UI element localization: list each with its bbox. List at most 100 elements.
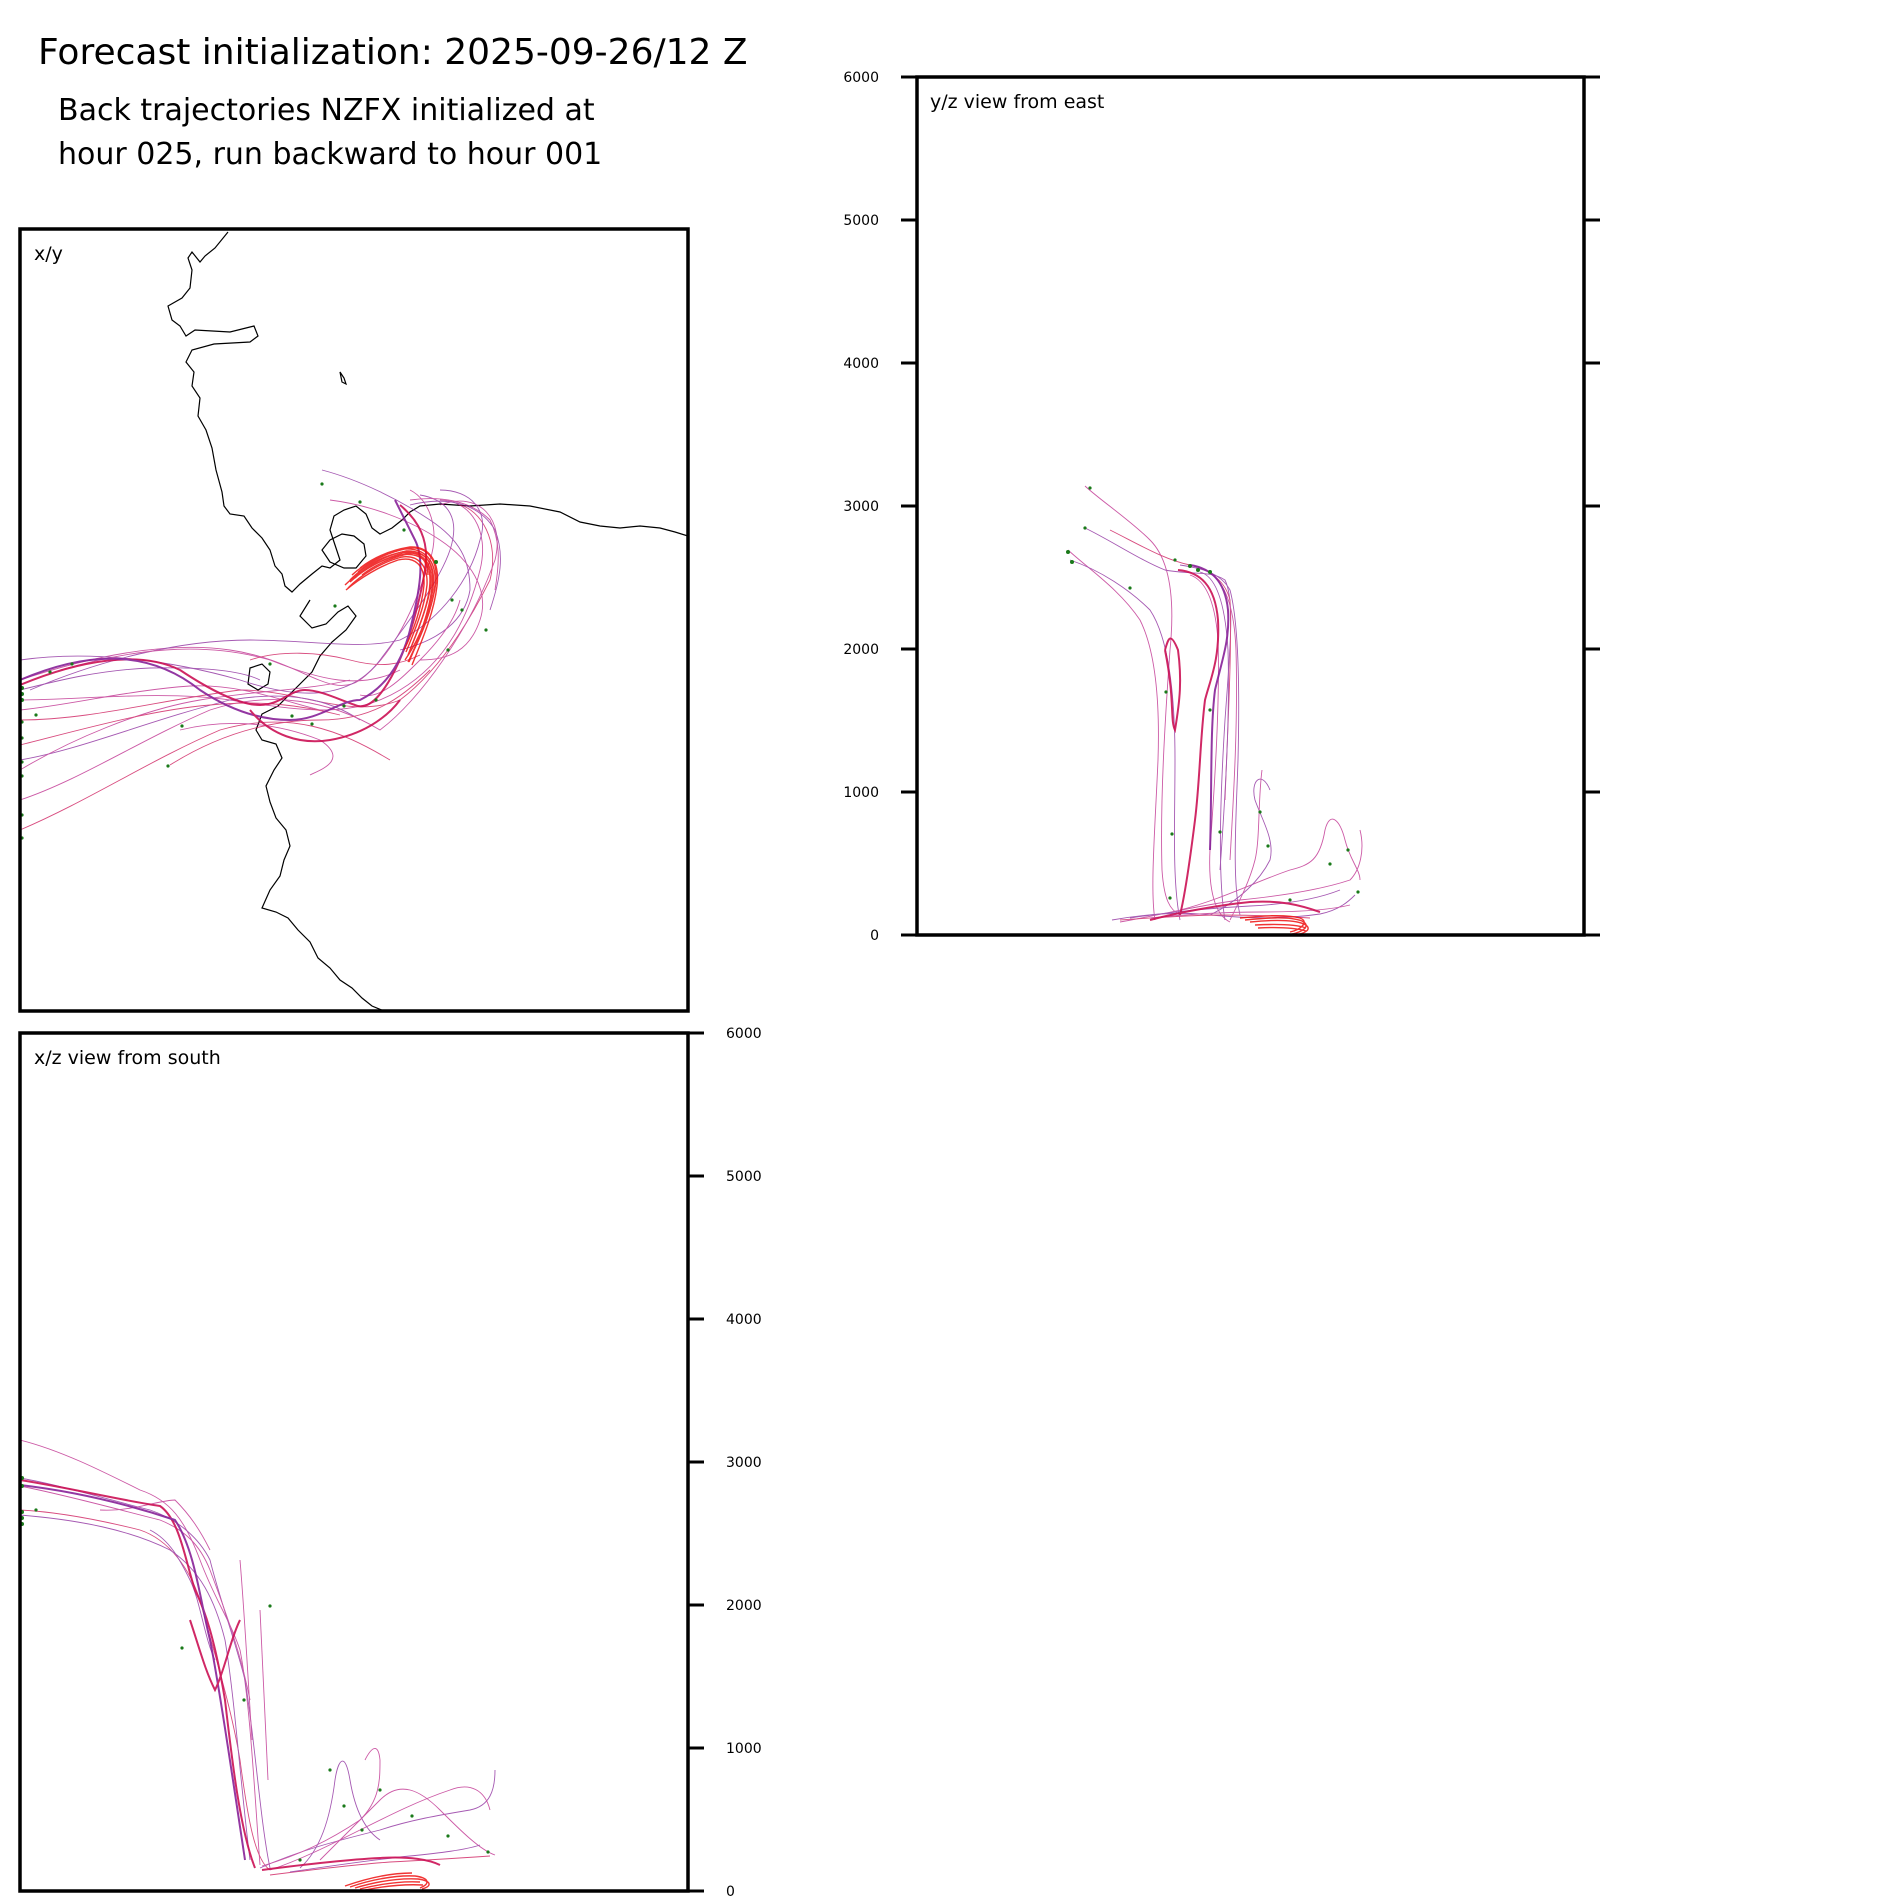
yz-traj-line	[1249, 919, 1309, 935]
yz-panel-frame	[915, 75, 1586, 937]
altitude-tick-label: 4000	[843, 356, 879, 372]
yz-traj-line	[1179, 564, 1241, 916]
yz-traj-line	[1244, 917, 1307, 935]
yz-traj-line	[1129, 889, 1341, 919]
start-point-marker	[1208, 570, 1212, 574]
start-point-marker	[460, 608, 464, 612]
start-point-marker	[486, 1850, 490, 1854]
start-point-marker	[166, 764, 170, 768]
altitude-tick-label: 3000	[843, 499, 879, 515]
yz-traj-line	[1209, 778, 1272, 916]
xy-traj-line	[59, 648, 401, 682]
xy-traj-line	[20, 702, 341, 746]
xy-trajectory-bundle-crimson	[20, 499, 428, 743]
xz-panel-frame	[18, 1031, 690, 1893]
altitude-tick-label: 0	[870, 928, 879, 944]
yz-traj-line	[1229, 769, 1263, 921]
xy-traj-line	[329, 499, 484, 661]
start-point-marker	[410, 1814, 414, 1818]
xz-traj-line	[149, 1529, 216, 1661]
xy-traj-line	[20, 499, 484, 711]
start-point-marker	[1208, 708, 1212, 712]
start-point-marker	[298, 1858, 302, 1862]
start-point-marker	[268, 1604, 272, 1608]
start-point-marker	[342, 1804, 346, 1808]
xz-traj-line	[20, 1514, 251, 1861]
xz-start-points	[20, 1476, 490, 1862]
xz-traj-line	[20, 1477, 271, 1869]
xy-traj-line	[354, 550, 435, 661]
start-point-marker	[1266, 844, 1270, 848]
xy-traj-line	[249, 699, 401, 743]
xy-traj-line	[20, 721, 391, 831]
start-point-marker	[1083, 526, 1087, 530]
xy-traj-line	[361, 552, 434, 663]
yz-panel-label: y/z view from east	[930, 91, 1104, 113]
xz-traj-line	[20, 1479, 256, 1869]
xz-traj-line	[319, 1788, 496, 1861]
start-point-marker	[1188, 564, 1192, 568]
start-point-marker	[1218, 830, 1222, 834]
xz-traj-line	[259, 1609, 269, 1781]
figure-title: Forecast initialization: 2025-09-26/12 Z	[38, 32, 748, 73]
start-point-marker	[70, 662, 74, 666]
xz-traj-line	[364, 1884, 424, 1891]
start-point-marker	[34, 1508, 38, 1512]
start-point-marker	[1356, 890, 1360, 894]
coastline-southern-peninsula	[255, 599, 385, 1011]
coastline-west-coast	[167, 231, 688, 593]
xz-traj-line	[289, 1844, 481, 1873]
yz-trajectory-bundle-crimson	[1149, 564, 1321, 921]
altitude-tick-label: 6000	[726, 1026, 762, 1042]
coastline-bay-inlet	[247, 663, 271, 691]
xz-traj-line	[99, 1499, 211, 1551]
xy-trajectory-bundle-red	[344, 546, 439, 666]
yz-traj-line	[1149, 900, 1321, 921]
start-point-marker	[1070, 560, 1074, 564]
altitude-tick-label: 6000	[843, 70, 879, 86]
altitude-tick-label: 2000	[726, 1598, 762, 1614]
start-point-marker	[290, 714, 294, 718]
start-point-marker	[333, 604, 337, 608]
start-point-marker	[1168, 896, 1172, 900]
xy-traj-line	[347, 556, 428, 653]
start-point-marker	[268, 662, 272, 666]
yz-traj-line	[1177, 569, 1220, 916]
altitude-tick-label: 0	[726, 1884, 735, 1900]
coastline-islet	[339, 371, 348, 386]
start-point-marker	[1328, 862, 1332, 866]
altitude-tick-label: 3000	[726, 1455, 762, 1471]
start-point-marker	[180, 724, 184, 728]
start-point-marker	[342, 704, 346, 708]
xz-trajectory-bundle-crimson	[20, 1479, 441, 1871]
xz-traj-line	[261, 1748, 381, 1867]
figure-subtitle-line2: hour 025, run backward to hour 001	[58, 137, 602, 172]
start-point-marker	[34, 713, 38, 717]
altitude-tick-label: 5000	[726, 1169, 762, 1185]
start-point-marker	[484, 628, 488, 632]
yz-traj-line	[1257, 926, 1307, 932]
coastline-inner-harbour	[321, 533, 367, 569]
xy-traj-line	[349, 551, 429, 581]
yz-trajectory-bundle-magenta	[1067, 485, 1363, 923]
start-point-marker	[328, 1768, 332, 1772]
xy-panel: x/y	[18, 227, 690, 1013]
start-point-marker	[1173, 558, 1177, 562]
xy-traj-line	[20, 489, 435, 686]
xz-traj-line	[20, 1439, 261, 1866]
start-point-marker	[446, 1834, 450, 1838]
xz-traj-line	[344, 1872, 413, 1887]
altitude-tick-label: 4000	[726, 1312, 762, 1328]
xy-start-points	[20, 482, 488, 840]
start-point-marker	[1088, 486, 1092, 490]
start-point-marker	[1258, 810, 1262, 814]
xz-traj-line	[349, 1875, 428, 1889]
xy-traj-line	[409, 500, 501, 611]
yz-traj-line	[1189, 574, 1231, 923]
yz-traj-line	[1067, 549, 1159, 921]
altitude-tick-label: 1000	[843, 785, 879, 801]
start-point-marker	[450, 598, 454, 602]
xz-traj-line	[359, 1881, 421, 1890]
start-point-marker	[374, 698, 378, 702]
